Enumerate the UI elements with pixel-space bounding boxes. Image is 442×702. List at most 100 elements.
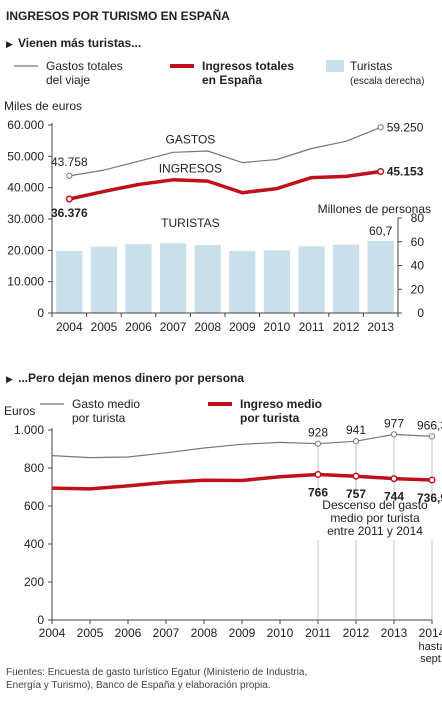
left-tick-label: 30.000 [7,212,44,226]
x-tick-label: 2013 [367,320,394,334]
x-tick-label: 2012 [333,320,360,334]
section2-marker-icon: ▶ [6,374,13,384]
gastos-start-point [66,172,73,179]
right-tick-label: 20 [411,282,425,296]
ingresos-inline-label: INGRESOS [159,161,222,175]
right-tick-label: 60 [411,235,425,249]
x-last-category-note: hasta [419,641,442,653]
left-tick-label: 40.000 [7,181,44,195]
ingresos-end-point [377,167,385,176]
x-tick-label: 2008 [191,626,218,640]
legend-ingresos-label-1: en España [202,73,262,87]
right-tick-label: 80 [411,211,425,225]
gasto-medio-value: 941 [346,423,366,437]
gastos-end-point [377,124,384,131]
gasto-medio-point [352,438,360,445]
x-tick-label: 2011 [299,320,325,334]
x-tick-label: 2004 [39,626,66,640]
legend-gasto-medio-label-0: Gasto medio [72,397,140,411]
ingresos-last-label: 45.153 [387,165,424,179]
ingreso-medio-point [428,476,436,484]
legend-turistas-label: Turistas [350,59,392,73]
legend-gastos-label-1: del viaje [46,73,90,87]
gastos-last-label: 59.250 [387,120,424,134]
x-tick-label: 2013 [381,626,408,640]
y-tick-label: 200 [24,575,44,589]
gasto-medio-point [390,431,398,438]
source-note-line2: Energía y Turismo), Banco de España y el… [6,680,271,691]
tourists-bar [298,246,325,313]
section1-title: Vienen más turistas... [18,36,141,50]
tourists-bar [229,251,256,313]
source-note-line1: Fuentes: Encuesta de gasto turístico Ega… [6,667,307,678]
y-axis-unit: Euros [4,404,35,418]
gastos-line [69,126,381,177]
section1-marker-icon: ▶ [6,39,13,49]
x-tick-label: 2009 [229,320,256,334]
ingreso-medio-value: 757 [346,487,366,501]
left-tick-label: 10.000 [7,275,44,289]
x-tick-label: 2005 [77,626,104,640]
legend-turistas-swatch [326,60,344,72]
x-tick-label: 2009 [229,626,256,640]
ingreso-medio-point [314,470,322,479]
gasto-medio-value: 977 [384,416,404,430]
annotation-text: medio por turista [330,511,420,525]
gastos-first-label: 43.758 [51,155,88,169]
ingreso-medio-point [390,475,398,483]
x-tick-label: 2006 [115,626,142,640]
gasto-medio-point [428,433,436,440]
tourists-bar [263,250,291,313]
left-tick-label: 60.000 [7,118,44,132]
gasto-medio-value: 928 [308,426,328,440]
ingresos-first-label: 36.376 [51,206,88,220]
x-tick-label: 2007 [160,320,187,334]
y-tick-label: 0 [37,613,44,627]
right-axis-unit: Millones de personas [318,202,431,216]
ingreso-medio-line [51,472,433,491]
ingreso-medio-value: 744 [384,490,404,504]
legend-ingreso-medio-label-0: Ingreso medio [240,397,322,411]
ingreso-medio-value: 736,9 [417,491,442,505]
x-last-category-note: sept. [420,653,442,665]
gasto-medio-value: 966,3 [417,418,442,432]
x-tick-label: 2010 [264,320,291,334]
right-tick-label: 0 [417,306,424,320]
legend-gastos-label-0: Gastos totales [46,59,123,73]
left-tick-label: 50.000 [7,149,44,163]
legend-ingreso-medio-label-1: por turista [240,411,300,425]
tourists-bar [159,243,187,313]
left-tick-label: 20.000 [7,243,44,257]
y-tick-label: 1.000 [14,423,44,437]
legend-turistas-sublabel: (escala derecha) [350,76,424,87]
tourists-bar [367,240,394,313]
x-tick-label: 2010 [267,626,294,640]
annotation-text: entre 2011 y 2014 [327,524,423,538]
x-tick-label: 2005 [91,320,118,334]
x-tick-label: 2011 [305,626,331,640]
ingreso-medio-value: 766 [308,485,328,499]
right-tick-label: 40 [411,259,425,273]
x-tick-label: 2007 [153,626,180,640]
y-tick-label: 600 [24,499,44,513]
turistas-last-label: 60,7 [369,224,393,238]
legend-ingresos-label-0: Ingresos totales [202,59,294,73]
infographic-title: INGRESOS POR TURISMO EN ESPAÑA [6,8,230,23]
y-tick-label: 400 [24,537,44,551]
tourists-bar [125,244,152,313]
turistas-inline-label: TURISTAS [161,216,219,230]
x-tick-label: 2012 [343,626,370,640]
tourists-bar [194,245,221,313]
x-tick-label: 2008 [194,320,221,334]
legend-gasto-medio-label-1: por turista [72,411,126,425]
gasto-medio-line [51,433,433,459]
gasto-medio-point [314,440,322,447]
tourists-bar [90,246,118,313]
x-tick-label: 2014 [419,626,442,640]
section2-title: ...Pero dejan menos dinero por persona [18,371,244,385]
ingresos-start-point [65,195,73,203]
x-tick-label: 2004 [56,320,83,334]
